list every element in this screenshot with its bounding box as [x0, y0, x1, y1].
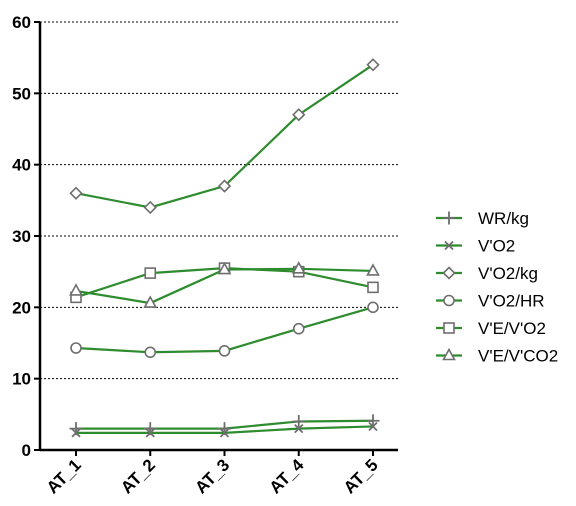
series-v-o2-hr	[70, 301, 379, 359]
legend-label: V'E/V'CO2	[478, 347, 558, 366]
legend-item-v-o2-hr: V'O2/HR	[436, 292, 545, 311]
data-point	[143, 295, 158, 308]
legend-label: V'O2/HR	[478, 292, 545, 311]
data-point	[218, 345, 231, 357]
data-point	[366, 263, 380, 276]
x-tick-label: AT_3	[191, 455, 233, 497]
y-tick-label: 30	[12, 227, 31, 246]
data-point	[292, 414, 306, 428]
series-wr-kg	[69, 414, 380, 436]
data-point	[291, 261, 306, 274]
data-point	[366, 414, 380, 428]
data-point	[143, 200, 157, 215]
x-tick-label: AT_4	[266, 455, 308, 497]
legend-item-wr-kg: WR/kg	[436, 209, 529, 228]
legend-label: WR/kg	[478, 209, 529, 228]
series-v-o2-kg	[69, 58, 380, 215]
series-v-o2	[71, 421, 378, 438]
series-v-e-v-co2	[69, 261, 380, 308]
data-point	[69, 283, 83, 296]
x-tick-label: AT_1	[43, 455, 85, 497]
legend-marker	[444, 240, 454, 251]
data-point	[70, 342, 82, 354]
data-point	[217, 179, 232, 193]
data-point	[145, 428, 155, 438]
data-point	[292, 108, 306, 122]
y-tick-label: 50	[12, 84, 31, 103]
series-group	[69, 58, 380, 438]
legend-label: V'O2	[478, 237, 515, 256]
data-point	[71, 428, 81, 438]
y-tick-label: 40	[12, 156, 31, 175]
legend-item-v-o2-kg: V'O2/kg	[436, 264, 538, 283]
data-point	[144, 267, 157, 279]
data-point	[219, 428, 230, 438]
legend-label: V'O2/kg	[478, 264, 538, 283]
legend-marker	[442, 266, 456, 280]
x-tick-label: AT_5	[340, 455, 382, 497]
legend-item-v-e-v-co2: V'E/V'CO2	[436, 347, 558, 366]
legend-marker	[442, 211, 456, 225]
x-tick-label: AT_2	[117, 455, 159, 497]
y-tick-label: 0	[22, 441, 31, 460]
legend-item-v-e-v-o2: V'E/V'O2	[436, 319, 546, 338]
data-point	[144, 346, 157, 359]
data-point	[292, 322, 305, 335]
y-tick-label: 20	[12, 298, 31, 317]
x-axis-ticks: AT_1 AT_2 AT_3 AT_4 AT_5	[43, 450, 382, 497]
data-point	[294, 423, 304, 434]
data-point	[217, 261, 232, 275]
y-tick-label: 10	[12, 370, 31, 389]
data-point	[367, 281, 379, 294]
data-point	[368, 421, 378, 432]
legend-marker	[443, 322, 455, 334]
data-point	[367, 301, 379, 314]
y-tick-label: 60	[12, 13, 31, 32]
grid-lines	[40, 21, 398, 380]
legend: WR/kg V'O2 V'O2/kg V'O2/HR V'E/V'O2 V'E/V'CO2	[436, 209, 558, 366]
legend-label: V'E/V'O2	[478, 319, 546, 338]
data-point	[69, 186, 83, 200]
data-point	[366, 58, 380, 72]
y-axis-ticks: 0 10 20 30 40 50 60	[12, 13, 40, 460]
legend-marker	[442, 347, 456, 361]
legend-marker	[443, 294, 455, 307]
legend-item-v-o2: V'O2	[436, 237, 515, 256]
